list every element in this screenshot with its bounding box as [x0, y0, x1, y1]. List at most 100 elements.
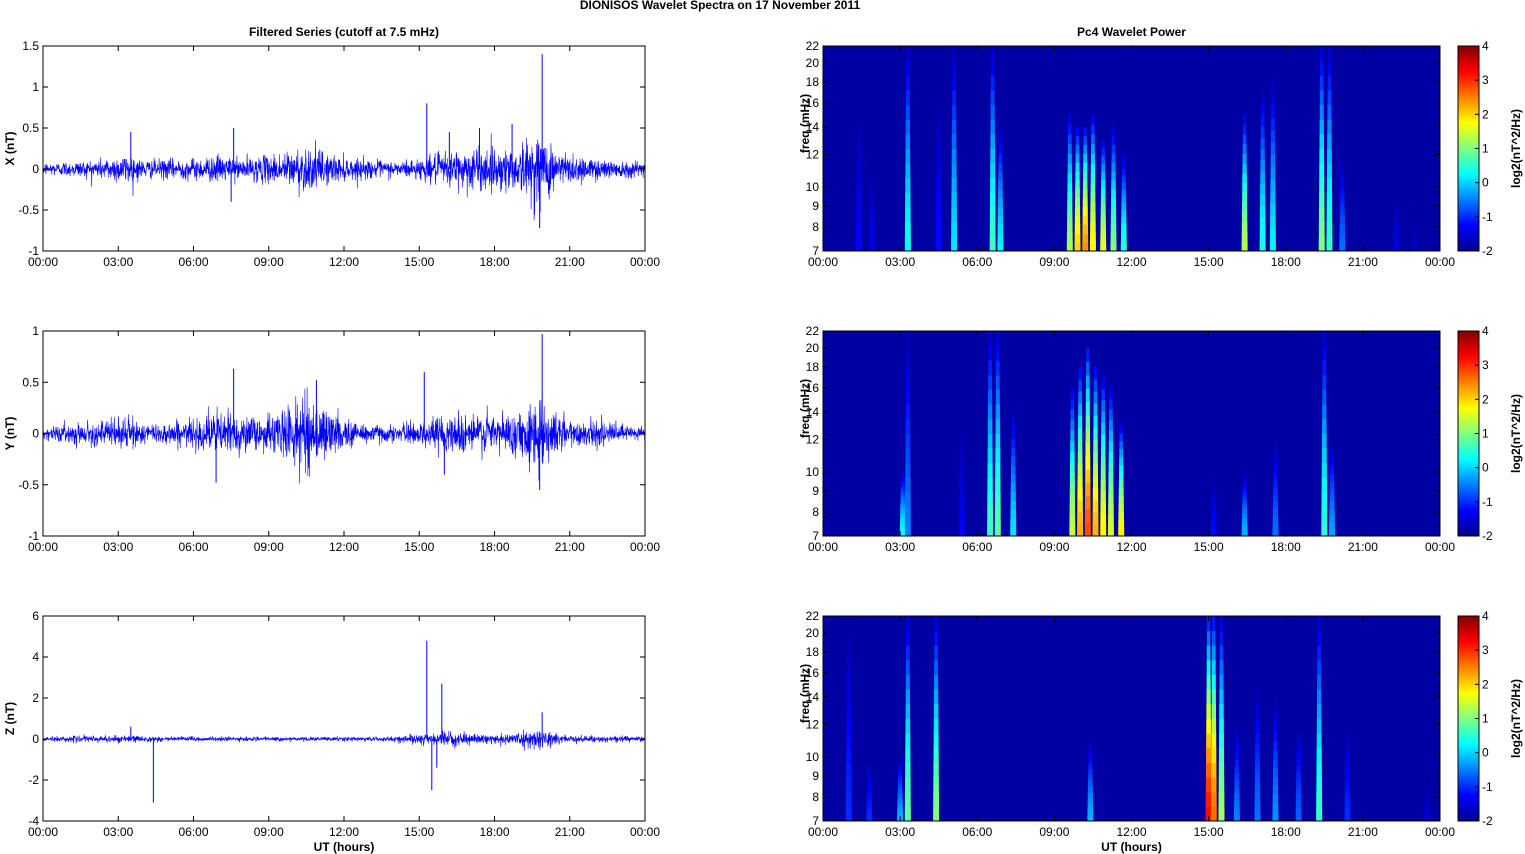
power-streak	[900, 481, 905, 487]
power-streak	[1088, 768, 1093, 776]
power-streak	[1110, 233, 1117, 243]
power-streak	[1077, 523, 1084, 537]
x-tick-label: 09:00	[254, 825, 284, 839]
power-streak	[869, 195, 875, 204]
power-streak	[1078, 403, 1083, 416]
power-streak	[856, 182, 862, 195]
power-streak	[869, 209, 875, 218]
x-tick-label: 00:00	[808, 540, 838, 554]
power-streak	[995, 433, 1001, 449]
power-streak	[1316, 777, 1322, 793]
power-streak	[1111, 197, 1116, 208]
power-streak	[1085, 428, 1091, 443]
power-streak	[867, 761, 871, 767]
power-streak	[1340, 175, 1345, 183]
power-streak	[1394, 205, 1399, 211]
power-streak	[990, 177, 996, 193]
power-streak	[904, 221, 911, 237]
power-streak	[1121, 195, 1127, 204]
power-streak	[1075, 144, 1080, 155]
y-tick-label: 22	[806, 39, 820, 53]
y-tick-label: 16	[806, 96, 820, 110]
power-streak	[1211, 703, 1217, 719]
power-streak	[959, 500, 965, 510]
power-streak	[995, 492, 1001, 508]
power-streak	[1326, 163, 1332, 179]
power-streak	[1206, 718, 1211, 734]
power-streak	[906, 345, 910, 361]
power-streak	[1100, 467, 1106, 480]
power-streak	[866, 811, 873, 817]
power-streak	[1118, 488, 1124, 497]
x-tick-label: 03:00	[103, 255, 133, 269]
power-streak	[1101, 388, 1105, 401]
power-streak	[1319, 133, 1324, 149]
power-streak	[1210, 526, 1217, 532]
power-streak	[1075, 188, 1080, 199]
power-streak	[1070, 398, 1075, 410]
power-streak	[905, 104, 910, 120]
power-streak	[998, 180, 1003, 190]
power-streak	[1322, 360, 1327, 376]
power-streak	[867, 757, 871, 763]
power-streak	[1100, 219, 1106, 228]
power-streak	[936, 202, 942, 216]
power-streak	[1330, 460, 1334, 468]
power-streak	[935, 226, 942, 240]
power-streak	[951, 177, 957, 193]
power-streak	[1109, 388, 1113, 400]
power-streak	[1212, 616, 1216, 632]
power-streak	[1412, 209, 1417, 213]
power-streak	[1077, 475, 1083, 489]
y-tick-label: 9	[812, 769, 819, 783]
colorbar-tick-label: 4	[1482, 324, 1489, 338]
power-streak	[1296, 731, 1301, 739]
power-streak	[1083, 153, 1088, 163]
power-streak	[988, 345, 992, 361]
power-streak	[1121, 209, 1127, 218]
power-streak	[1234, 745, 1239, 753]
power-streak	[1067, 192, 1073, 203]
power-streak	[1242, 143, 1247, 155]
power-streak	[900, 476, 905, 482]
y-tick-label: -2	[28, 773, 39, 787]
power-streak	[1259, 216, 1266, 229]
power-streak	[1218, 747, 1225, 763]
power-streak	[905, 689, 910, 705]
power-streak	[857, 103, 861, 116]
power-streak	[905, 404, 910, 420]
power-streak	[1211, 674, 1216, 690]
x-tick-label: 03:00	[103, 540, 133, 554]
power-streak	[846, 659, 851, 676]
power-streak	[1069, 493, 1076, 505]
power-streak	[897, 807, 903, 813]
power-streak	[899, 526, 906, 532]
power-streak	[1234, 752, 1239, 760]
x-tick-label: 03:00	[885, 825, 915, 839]
power-streak	[1074, 233, 1081, 243]
power-streak	[1411, 247, 1418, 252]
power-streak	[1273, 494, 1278, 503]
power-streak	[951, 148, 957, 164]
power-streak	[1393, 228, 1399, 234]
power-streak	[1108, 451, 1114, 463]
power-streak	[1211, 499, 1217, 505]
power-streak	[1411, 241, 1418, 246]
power-streak	[1345, 752, 1350, 760]
power-streak	[1074, 215, 1081, 225]
colorbar-tick-label: 2	[1482, 392, 1489, 406]
x-tick-label: 21:00	[555, 540, 585, 554]
x-tick-label: 15:00	[404, 255, 434, 269]
power-streak	[997, 215, 1004, 225]
power-streak	[1111, 153, 1116, 163]
power-streak	[1100, 479, 1106, 492]
power-streak	[856, 160, 862, 173]
power-streak	[1206, 645, 1211, 661]
y-axis-label: freq (mHz)	[798, 664, 812, 723]
power-streak	[1326, 221, 1333, 237]
power-streak	[1273, 758, 1278, 769]
power-streak	[1329, 480, 1335, 489]
power-streak	[1110, 206, 1117, 217]
